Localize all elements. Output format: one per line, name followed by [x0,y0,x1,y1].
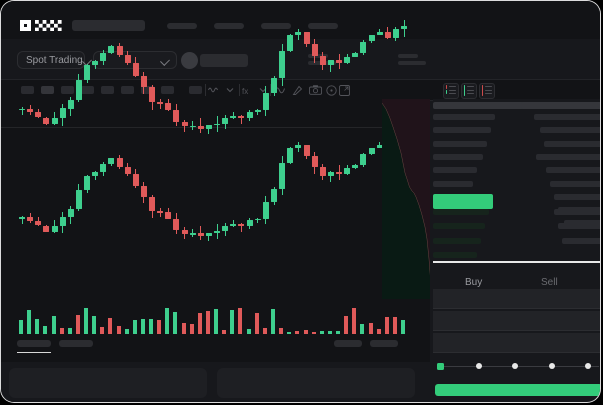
svg-text:fx: fx [242,87,248,95]
